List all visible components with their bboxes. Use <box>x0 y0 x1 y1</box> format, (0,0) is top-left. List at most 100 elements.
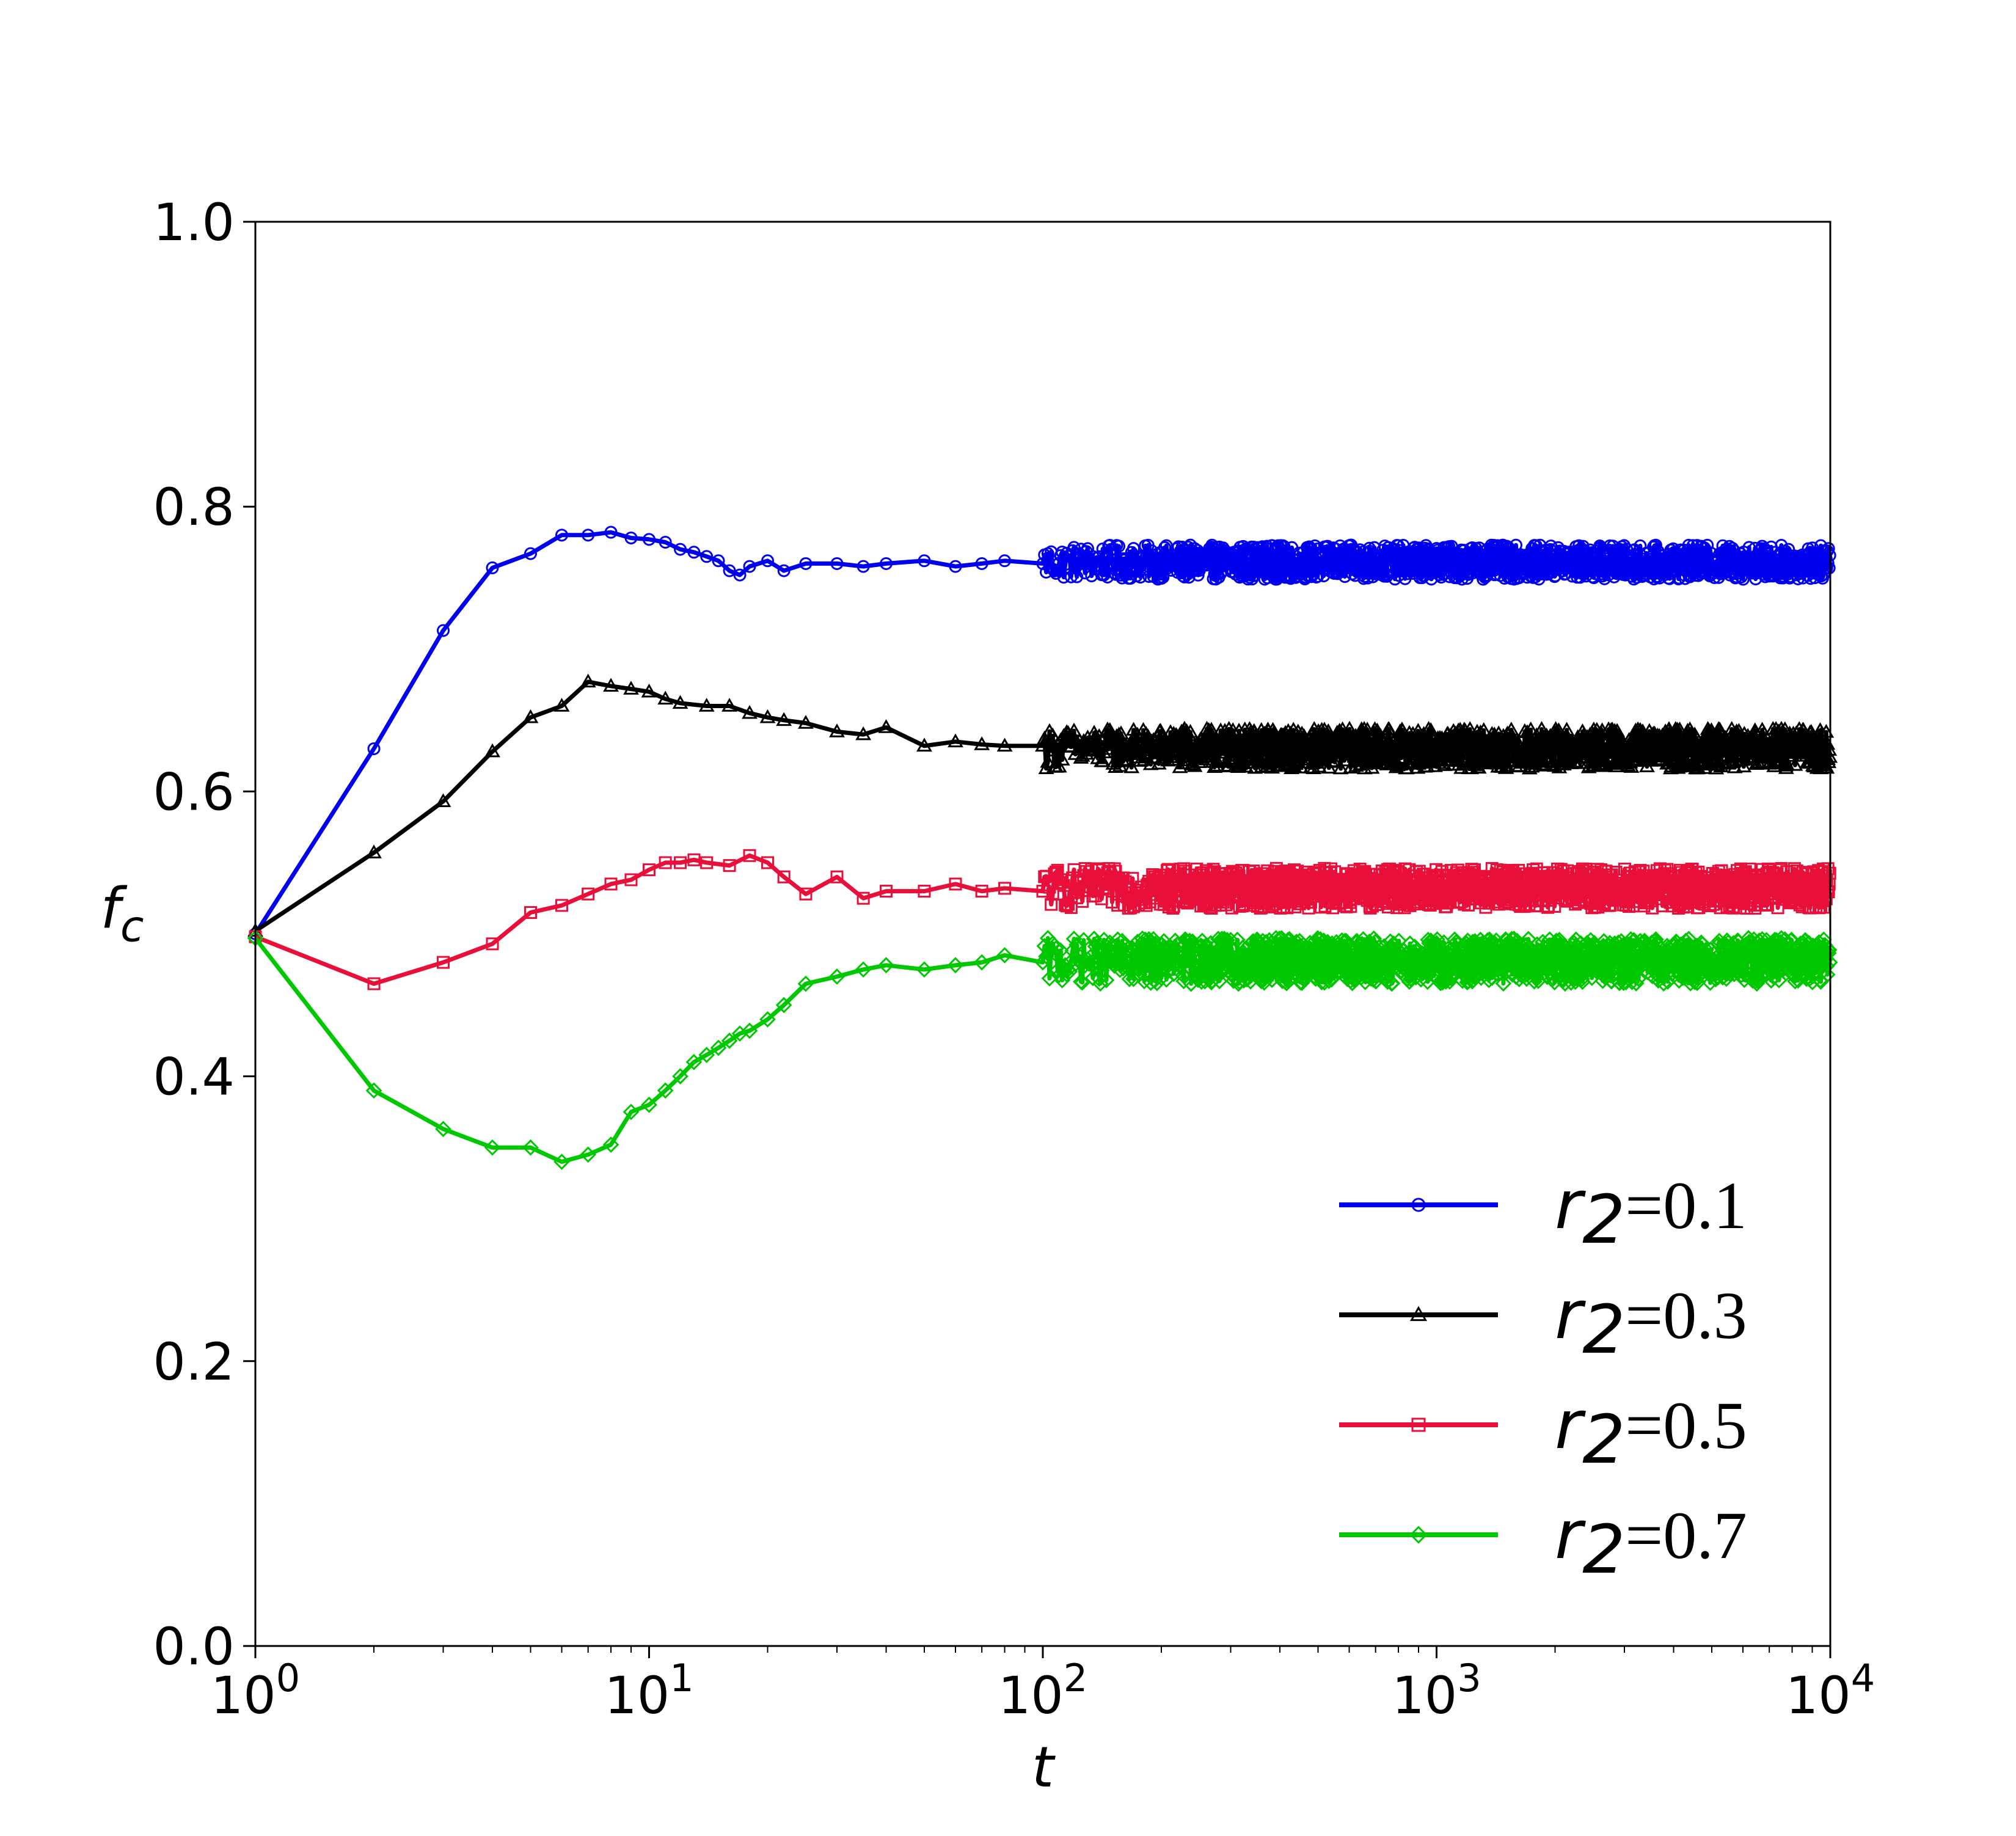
data-point-diamond <box>1655 975 1672 992</box>
data-point-square <box>743 849 756 862</box>
data-point-triangle <box>1787 756 1803 771</box>
data-point-diamond <box>1323 967 1339 984</box>
data-point-square <box>1280 901 1294 915</box>
data-point-triangle <box>1804 736 1821 750</box>
data-point-triangle <box>1092 737 1109 752</box>
data-point-circle <box>674 543 687 556</box>
data-point-diamond <box>641 1096 657 1113</box>
data-point-circle <box>1134 571 1147 584</box>
data-point-diamond <box>1437 973 1455 990</box>
data-point-square <box>1060 899 1073 913</box>
data-point-diamond <box>1131 966 1148 983</box>
data-point-triangle <box>1175 755 1191 770</box>
data-point-triangle <box>641 683 657 698</box>
data-point-diamond <box>1605 960 1623 976</box>
data-point-diamond <box>1334 932 1350 949</box>
data-point-square <box>975 885 988 898</box>
data-point-square <box>674 856 687 869</box>
data-point-triangle <box>553 698 570 712</box>
data-point-diamond <box>1127 959 1144 976</box>
data-point-diamond <box>1694 936 1711 953</box>
data-point-diamond <box>741 1022 758 1039</box>
data-point-square <box>1051 863 1064 877</box>
data-point-square <box>1117 871 1130 885</box>
data-point-triangle <box>1694 742 1711 756</box>
data-point-circle <box>830 557 844 570</box>
data-point-circle <box>998 554 1012 568</box>
data-point-triangle <box>657 690 674 705</box>
data-point-diamond <box>1169 935 1186 953</box>
data-point-triangle <box>1290 723 1306 738</box>
data-point-triangle <box>1326 754 1343 768</box>
data-point-diamond <box>797 975 814 992</box>
data-point-diamond <box>1125 970 1142 987</box>
data-point-triangle <box>1051 758 1067 773</box>
data-point-triangle <box>974 736 990 750</box>
data-point-triangle <box>1778 756 1795 770</box>
data-point-triangle <box>1146 739 1163 754</box>
data-point-diamond <box>365 1082 382 1099</box>
data-point-diamond <box>1188 962 1205 978</box>
data-point-triangle <box>1186 758 1203 772</box>
data-point-square <box>830 870 844 883</box>
data-point-diamond <box>1682 975 1699 992</box>
data-point-triangle <box>1658 738 1675 753</box>
data-point-triangle <box>1209 758 1225 772</box>
data-point-triangle <box>1726 759 1743 774</box>
series-layer <box>247 525 1838 1170</box>
data-point-circle <box>1822 561 1836 575</box>
data-point-diamond <box>1664 957 1681 975</box>
data-point-diamond <box>1630 970 1647 987</box>
data-point-square <box>1817 901 1830 914</box>
series-r2=0.1 <box>249 525 1836 940</box>
data-point-square <box>1706 898 1720 911</box>
data-point-diamond <box>1356 947 1373 964</box>
data-point-diamond <box>1048 940 1064 957</box>
data-point-diamond <box>1086 931 1103 947</box>
data-point-circle <box>659 535 672 549</box>
data-point-square <box>723 859 736 872</box>
data-point-triangle <box>580 673 596 688</box>
data-point-circle <box>743 560 756 573</box>
data-point-diamond <box>1194 932 1211 949</box>
data-point-circle <box>1112 539 1125 553</box>
data-point-triangle <box>1480 737 1496 752</box>
data-point-circle <box>918 554 931 568</box>
data-point-diamond <box>672 1068 688 1084</box>
data-point-circle <box>733 568 747 582</box>
data-point-triangle <box>698 698 715 712</box>
data-point-triangle <box>1210 753 1226 768</box>
data-point-circle <box>1124 571 1138 585</box>
data-point-triangle <box>1119 752 1136 766</box>
data-point-triangle <box>1395 728 1411 742</box>
data-point-triangle <box>1821 742 1838 756</box>
data-point-circle <box>856 560 870 573</box>
data-point-circle <box>1101 570 1114 583</box>
data-point-triangle <box>1390 756 1406 770</box>
data-point-square <box>1403 899 1417 912</box>
data-point-circle <box>582 528 595 542</box>
data-point-triangle <box>522 709 539 723</box>
data-point-square <box>1199 864 1213 877</box>
data-point-diamond <box>522 1139 539 1156</box>
data-point-diamond <box>710 1039 727 1056</box>
data-point-diamond <box>657 1082 674 1099</box>
data-point-diamond <box>1602 965 1619 981</box>
data-point-triangle <box>1342 759 1359 774</box>
series-r2=0.5 <box>249 849 1836 990</box>
data-point-circle <box>1572 539 1586 552</box>
data-point-triangle <box>1401 725 1417 739</box>
data-point-triangle <box>1159 735 1175 749</box>
data-point-circle <box>1701 538 1714 552</box>
data-point-diamond <box>1249 931 1266 948</box>
data-point-square <box>1062 898 1075 911</box>
data-point-circle <box>761 554 775 568</box>
data-point-square <box>761 856 775 869</box>
data-point-diamond <box>1084 970 1101 987</box>
data-point-triangle <box>1803 724 1819 738</box>
data-point-square <box>1412 865 1426 878</box>
series-r2=0.3 <box>247 673 1838 937</box>
data-point-triangle <box>1712 722 1728 736</box>
data-point-triangle <box>1533 721 1550 735</box>
data-point-triangle <box>1100 741 1117 755</box>
